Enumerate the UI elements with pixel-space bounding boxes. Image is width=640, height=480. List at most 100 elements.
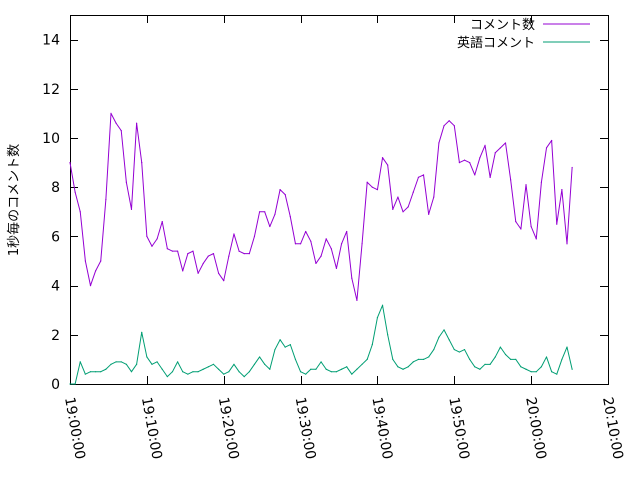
data-point (212, 253, 215, 255)
data-point (299, 371, 302, 373)
data-point (151, 363, 153, 365)
data-point (520, 228, 522, 230)
data-point (566, 243, 568, 245)
data-point (105, 368, 107, 370)
data-point (105, 198, 107, 201)
data-point (535, 371, 537, 373)
data-point (453, 348, 455, 351)
data-point (438, 336, 440, 338)
series-line (69, 112, 573, 301)
data-point (274, 213, 276, 215)
data-point (69, 383, 71, 385)
data-point (346, 230, 348, 233)
data-point (504, 353, 507, 356)
data-point (294, 358, 297, 360)
data-point (125, 363, 127, 365)
data-point (100, 371, 102, 373)
data-point (561, 189, 563, 191)
data-point (387, 334, 389, 336)
data-point (499, 346, 501, 348)
y-axis-title: 1秒毎のコメント数 (6, 144, 22, 256)
data-point (356, 368, 358, 370)
data-point (448, 120, 450, 122)
data-point (136, 363, 138, 365)
data-point (115, 122, 117, 124)
x-tick-label: 19:40:00 (368, 396, 395, 461)
data-point (305, 230, 307, 233)
data-point (397, 196, 399, 198)
data-point (417, 358, 420, 360)
data-point (238, 371, 240, 373)
data-point (146, 356, 148, 358)
data-point (469, 162, 471, 164)
data-point (223, 373, 225, 375)
data-point (182, 371, 184, 373)
data-point (484, 363, 486, 365)
y-tick-label: 10 (42, 131, 60, 147)
data-point (197, 371, 199, 373)
data-point (264, 211, 266, 213)
data-point (110, 363, 112, 365)
data-point (130, 371, 133, 373)
data-point (356, 299, 358, 301)
data-point (325, 238, 327, 240)
y-tick-label: 6 (51, 229, 60, 245)
data-point (366, 181, 368, 183)
data-point (79, 211, 81, 213)
data-point (130, 208, 133, 210)
data-point (556, 373, 558, 375)
data-point (340, 368, 343, 370)
data-point (397, 366, 399, 368)
data-point (192, 250, 194, 252)
data-point (510, 358, 512, 360)
data-point (217, 368, 220, 370)
data-point (207, 255, 209, 257)
data-point (284, 193, 286, 196)
data-point (443, 125, 445, 127)
x-tick-label: 20:10:00 (599, 396, 626, 461)
data-point (335, 267, 338, 269)
data-point (269, 368, 271, 370)
data-point (494, 356, 496, 358)
data-point (320, 361, 322, 363)
data-point (243, 253, 245, 255)
series-line (70, 304, 573, 385)
data-point (361, 243, 363, 245)
data-point (202, 262, 204, 265)
data-point (381, 157, 384, 159)
data-point (571, 166, 573, 169)
plot-frame (70, 15, 609, 385)
data-point (463, 348, 466, 351)
data-point (233, 233, 235, 235)
data-point (228, 371, 230, 373)
data-point (187, 373, 189, 375)
data-point (402, 368, 404, 370)
data-point (233, 363, 235, 365)
data-point (264, 363, 266, 365)
data-point (69, 162, 71, 164)
data-point (177, 361, 179, 363)
data-point (463, 159, 466, 161)
legend-label: コメント数 (470, 18, 535, 33)
data-point (346, 366, 348, 368)
data-point (151, 245, 153, 247)
data-point (310, 368, 312, 370)
data-point (320, 255, 322, 257)
data-point (556, 223, 558, 225)
data-point (422, 174, 425, 176)
data-point (279, 189, 281, 191)
data-point (571, 368, 573, 370)
data-point (376, 316, 379, 319)
data-point (125, 181, 127, 183)
data-point (207, 366, 209, 368)
y-tick-label: 4 (51, 279, 60, 295)
data-point (299, 243, 302, 245)
data-point (74, 191, 76, 193)
data-point (202, 368, 204, 370)
data-point (540, 181, 542, 183)
data-point (438, 142, 440, 144)
data-point (479, 157, 481, 159)
data-point (433, 348, 435, 351)
data-point (504, 142, 507, 144)
data-point (171, 371, 174, 373)
